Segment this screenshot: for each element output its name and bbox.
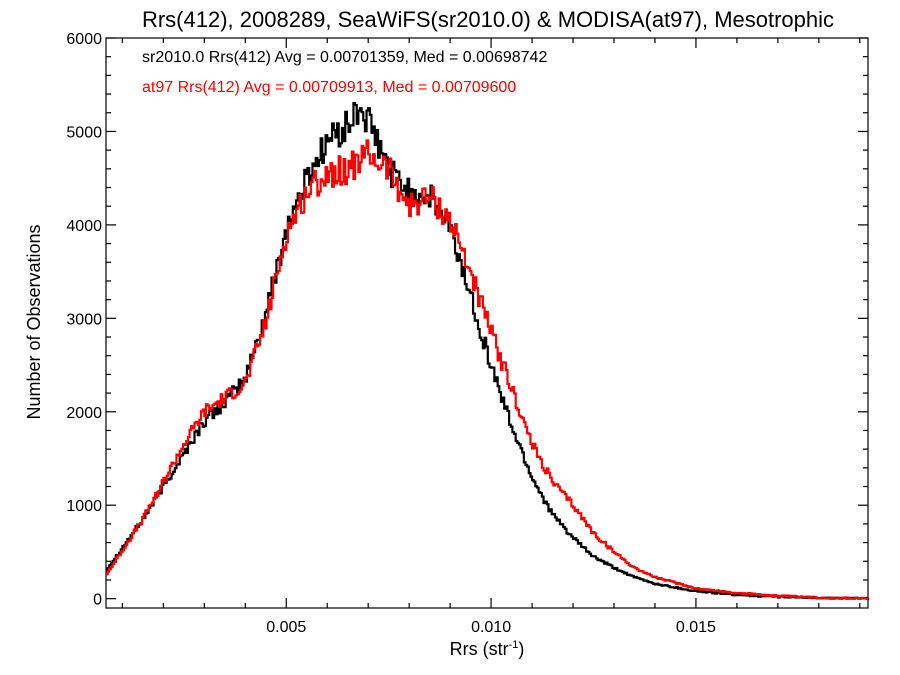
y-tick-label: 5000 (66, 124, 102, 141)
legend-entry-sr2010: sr2010.0 Rrs(412) Avg = 0.00701359, Med … (142, 49, 547, 66)
y-axis-ticks: 0 1000 2000 3000 4000 5000 6000 (66, 31, 868, 609)
y-axis-label: Number of Observations (24, 224, 44, 419)
y-tick-label: 3000 (66, 311, 102, 328)
x-axis-label-sup: -1 (509, 639, 519, 651)
x-axis-ticks: 0.005 0.010 0.015 (121, 38, 861, 636)
x-tick-label: 0.010 (471, 619, 511, 636)
plot-frame (105, 37, 869, 609)
legend-entry-at97: at97 Rrs(412) Avg = 0.00709913, Med = 0.… (142, 79, 516, 96)
x-axis-label-close: ) (518, 639, 524, 659)
x-tick-label: 0.005 (266, 619, 306, 636)
series-line-at97 (106, 139, 870, 600)
series-line-sr2010 (106, 101, 870, 600)
x-axis-label: Rrs (str-1) (450, 639, 525, 659)
x-tick-label: 0.015 (676, 619, 716, 636)
y-tick-label: 0 (93, 592, 102, 609)
y-tick-label: 6000 (66, 31, 102, 48)
y-tick-label: 1000 (66, 498, 102, 515)
y-tick-label: 2000 (66, 405, 102, 422)
chart-title: Rrs(412), 2008289, SeaWiFS(sr2010.0) & M… (142, 7, 834, 32)
x-axis-label-main: Rrs (str (450, 639, 509, 659)
series-group (106, 101, 870, 600)
y-tick-label: 4000 (66, 218, 102, 235)
